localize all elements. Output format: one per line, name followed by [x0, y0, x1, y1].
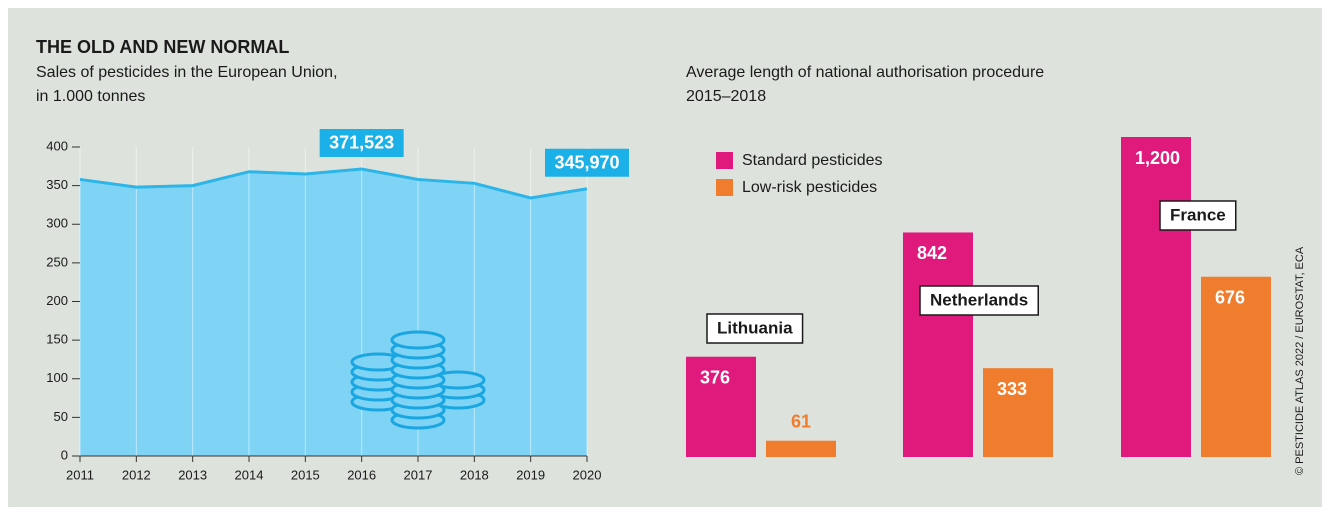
x-tick-label: 2014 — [235, 467, 264, 482]
coins-icon — [350, 330, 486, 430]
coin — [390, 330, 446, 350]
y-tick-label: 300 — [46, 216, 68, 231]
line — [79, 167, 588, 200]
category-label-box — [919, 285, 1039, 316]
y-tick-label: 0 — [61, 447, 68, 462]
category-label: France — [1170, 205, 1226, 224]
y-tick-label: 350 — [46, 177, 68, 192]
legend-swatch — [716, 179, 733, 196]
y-tick-label: 100 — [46, 370, 68, 385]
category-label-box — [706, 313, 804, 344]
y-tick-label: 200 — [46, 293, 68, 308]
x-tick-label: 2012 — [122, 467, 151, 482]
legend-label: Standard pesticides — [742, 152, 883, 169]
subtitle: Sales of pesticides in the European Unio… — [36, 64, 338, 81]
value-label: 842 — [917, 243, 947, 263]
x-tick-label: 2017 — [404, 467, 433, 482]
x-tick-label: 2018 — [460, 467, 489, 482]
x-tick-label: 2011 — [66, 467, 94, 482]
area — [80, 168, 587, 457]
x-tick-label: 2015 — [291, 467, 320, 482]
value-label: 61 — [791, 411, 811, 431]
x-tick-label: 2013 — [178, 467, 207, 482]
value-label-box — [319, 128, 404, 157]
value-label: 333 — [997, 379, 1027, 399]
bar — [1121, 137, 1191, 457]
x-tick-label: 2020 — [573, 467, 602, 482]
category-label-box — [1159, 200, 1237, 231]
y-tick-label: 400 — [46, 138, 68, 153]
category-label: Lithuania — [717, 318, 793, 337]
main-title: THE OLD AND NEW NORMAL — [36, 37, 289, 57]
y-tick-label: 50 — [54, 409, 68, 424]
subtitle: in 1.000 tonnes — [36, 88, 145, 105]
legend-swatch — [716, 152, 733, 169]
bar — [686, 356, 756, 457]
subtitle: Average length of national authorisation… — [686, 64, 1044, 81]
value-label: 376 — [700, 367, 730, 387]
category-label: Netherlands — [930, 290, 1028, 309]
x-tick-label: 2019 — [516, 467, 545, 482]
legend-label: Low-risk pesticides — [742, 179, 877, 196]
bar — [766, 440, 836, 457]
source: © PESTICIDE ATLAS 2022 / EUROSTAT, ECA — [1294, 246, 1306, 475]
subtitle: 2015–2018 — [686, 88, 766, 105]
y-tick-label: 150 — [46, 332, 68, 347]
y-tick-label: 250 — [46, 254, 68, 269]
bar — [903, 232, 973, 457]
value-label: 1,200 — [1135, 148, 1180, 168]
bar — [1201, 276, 1271, 457]
x-tick-label: 2016 — [347, 467, 376, 482]
value-label: 371,523 — [329, 133, 394, 153]
value-label-box — [545, 148, 629, 177]
value-label: 345,970 — [554, 152, 619, 172]
value-label: 676 — [1215, 287, 1245, 307]
bar — [983, 368, 1053, 457]
